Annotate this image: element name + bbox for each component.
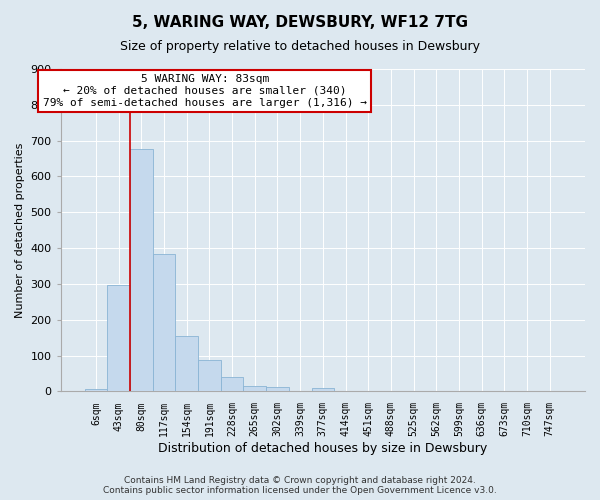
Bar [266,387,289,392]
Bar [107,286,130,392]
Bar [311,388,334,392]
X-axis label: Distribution of detached houses by size in Dewsbury: Distribution of detached houses by size … [158,442,487,455]
Bar [152,254,175,392]
Bar [244,386,266,392]
Bar [85,388,107,392]
Bar [198,360,221,392]
Y-axis label: Number of detached properties: Number of detached properties [15,142,25,318]
Text: Size of property relative to detached houses in Dewsbury: Size of property relative to detached ho… [120,40,480,53]
Bar [130,148,152,392]
Bar [175,336,198,392]
Text: Contains HM Land Registry data © Crown copyright and database right 2024.
Contai: Contains HM Land Registry data © Crown c… [103,476,497,495]
Text: 5, WARING WAY, DEWSBURY, WF12 7TG: 5, WARING WAY, DEWSBURY, WF12 7TG [132,15,468,30]
Text: 5 WARING WAY: 83sqm
← 20% of detached houses are smaller (340)
79% of semi-detac: 5 WARING WAY: 83sqm ← 20% of detached ho… [43,74,367,108]
Bar [221,377,244,392]
